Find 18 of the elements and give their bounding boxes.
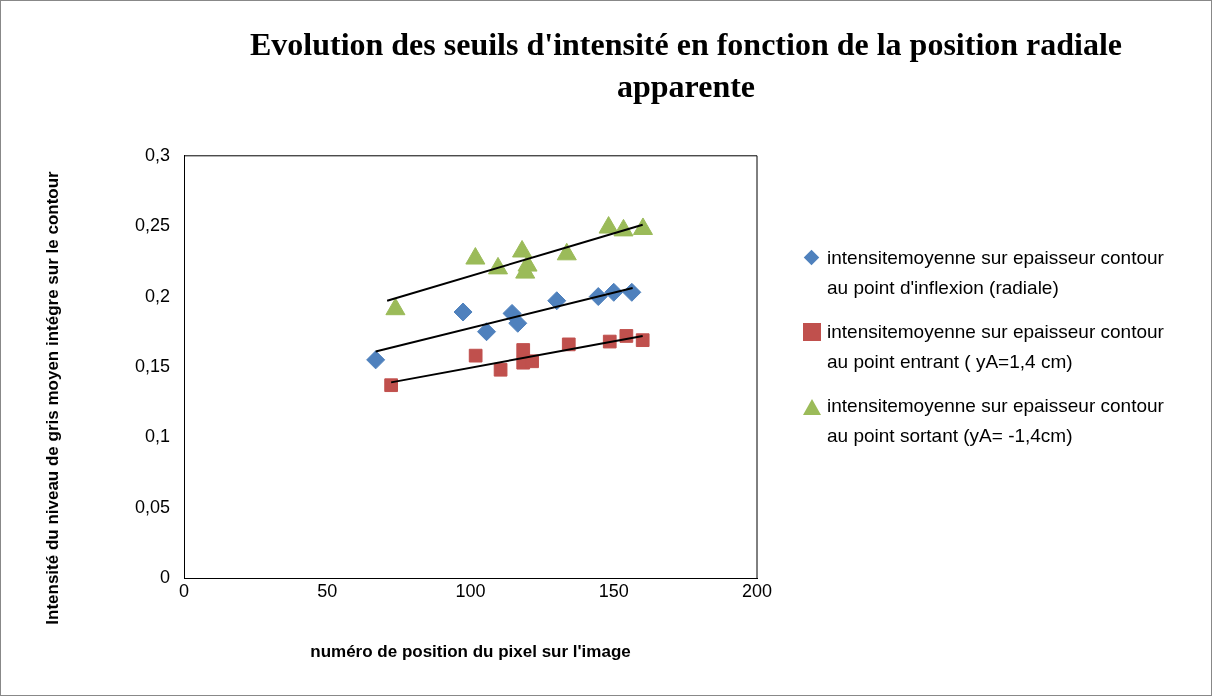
x-tick-label: 200 (741, 580, 773, 601)
y-tick-label: 0,2 (144, 285, 170, 306)
legend-label: intensitemoyenne sur epaisseur contour au point sortant (yA= -1,4cm) (827, 394, 1165, 448)
y-tick-label: 0,05 (134, 496, 170, 517)
legend-label: intensitemoyenne sur epaisseur contour au point entrant ( yA=1,4 cm) (827, 320, 1165, 374)
x-axis-title: numéro de position du pixel sur l'image (310, 642, 631, 662)
y-tick-label: 0 (159, 566, 170, 587)
y-axis-title: Intensité du niveau de gris moyen intégre sur le contour (42, 170, 63, 627)
y-tick-label: 0,25 (134, 215, 170, 236)
y-tick-label: 0,1 (144, 426, 170, 447)
x-tick-label: 100 (455, 580, 486, 601)
x-tick-label: 0 (178, 580, 190, 601)
x-tick-label: 50 (317, 580, 338, 601)
y-tick-label: 0,15 (134, 355, 170, 376)
x-tick-label: 150 (598, 580, 629, 601)
chart-title: Evolution des seuils d'intensité en fonction de la position radiale apparente (248, 25, 1124, 106)
legend-label: intensitemoyenne sur epaisseur contour au point d'inflexion (radiale) (827, 246, 1165, 300)
y-tick-label: 0,3 (144, 144, 170, 165)
